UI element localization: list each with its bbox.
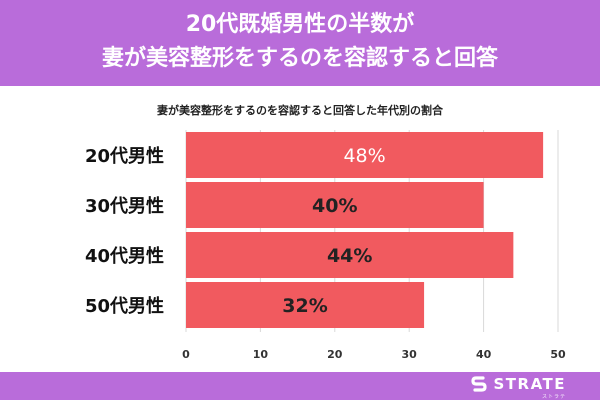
- bar-value-label: 32%: [282, 295, 327, 317]
- bars: 48% 40% 44% 32%: [186, 132, 544, 328]
- x-axis-ticks: 0 10 20 30 40 50: [182, 348, 566, 361]
- x-tick-label: 50: [550, 348, 566, 361]
- logo-subtext: ストラテ: [541, 394, 566, 400]
- footer-band: STRATE ストラテ: [0, 372, 600, 400]
- bar: [186, 132, 544, 178]
- x-tick-label: 0: [182, 348, 190, 361]
- x-tick-label: 40: [476, 348, 492, 361]
- bar-chart: 48% 40% 44% 32% 20代男性 30代男性 40代男性 50代男性 0 10 20 3…: [85, 130, 566, 361]
- bar: [186, 182, 484, 228]
- logo-text: STRATE: [493, 375, 566, 393]
- headline-line-2: 妻が美容整形をするのを容認すると回答: [101, 46, 498, 71]
- strate-mark-icon: [471, 376, 488, 392]
- x-tick-label: 10: [253, 348, 269, 361]
- header-band: 20代既婚男性の半数が 妻が美容整形をするのを容認すると回答: [0, 0, 600, 86]
- bar-value-label: 48%: [343, 145, 385, 167]
- category-labels: 20代男性 30代男性 40代男性 50代男性: [85, 145, 164, 317]
- bar-value-label: 44%: [327, 245, 372, 267]
- x-tick-label: 20: [327, 348, 343, 361]
- category-label: 20代男性: [85, 145, 164, 167]
- bar: [186, 282, 425, 328]
- category-label: 50代男性: [85, 295, 164, 317]
- strate-logo: STRATE ストラテ: [470, 375, 566, 400]
- bar-value-label: 40%: [312, 195, 357, 217]
- category-label: 40代男性: [85, 245, 164, 267]
- category-label: 30代男性: [85, 195, 164, 217]
- chart-title: 妻が美容整形をするのを容認すると回答した年代別の割合: [157, 104, 443, 117]
- x-tick-label: 30: [402, 348, 418, 361]
- headline-line-1: 20代既婚男性の半数が: [185, 12, 415, 37]
- bar: [186, 232, 514, 278]
